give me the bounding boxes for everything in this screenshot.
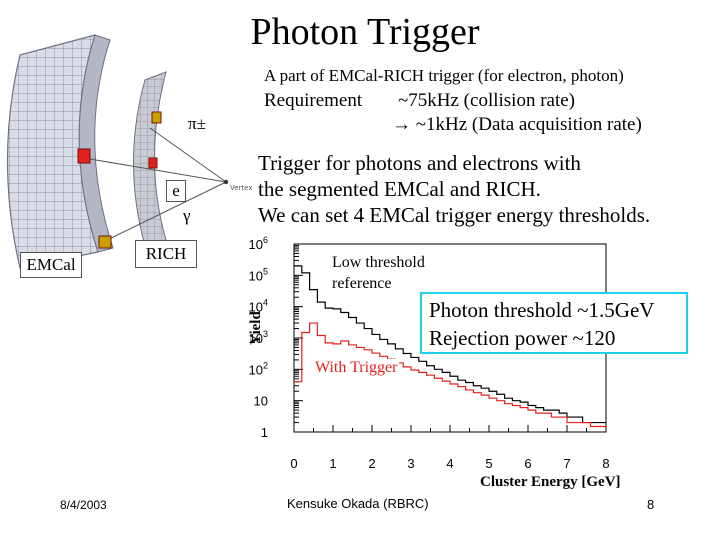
gamma-label: γ [183,206,191,225]
pion-track [149,127,227,183]
low-threshold-line1: Low threshold [332,254,425,271]
x-tick-label: 0 [290,456,297,471]
y-tick-label: 106 [249,235,268,252]
emcal-wall-side [78,34,114,253]
pion-label: π± [188,114,206,133]
photon-threshold-callout: Photon threshold ~1.5GeV Rejection power… [420,292,688,354]
low-threshold-annotation: Low threshold reference [330,252,427,294]
y-tick-label: 10 [254,394,268,409]
electron-emcal-hit [77,148,91,164]
vertex-label: Vertex [230,184,253,192]
detector-diagram: Vertex π± e γ EMCal RICH [0,30,260,350]
x-axis-title: Cluster Energy [GeV] [480,474,621,490]
photon-emcal-hit [98,235,112,249]
requirement-value: ~75kHz (collision rate) [398,90,576,111]
slide-title: Photon Trigger [250,11,480,53]
x-tick-label: 2 [368,456,375,471]
callout-line2: Rejection power ~120 [429,326,616,350]
description-line: the segmented EMCal and RICH. [258,177,541,201]
y-tick-label: 105 [249,266,268,283]
trigger-description: Trigger for photons and electrons with t… [258,150,650,228]
x-tick-label: 7 [563,456,570,471]
callout-line1: Photon threshold ~1.5GeV [429,298,655,322]
footer-date: 8/4/2003 [60,498,107,512]
pion-rich-hit [151,111,162,124]
electron-label: e [166,180,186,202]
emcal-label: EMCal [20,252,82,278]
photon-track [104,181,227,242]
x-tick-label: 1 [329,456,336,471]
y-tick-label: 102 [249,360,268,377]
x-tick-label: 3 [407,456,414,471]
with-trigger-annotation: With Trigger [313,359,400,377]
x-tick-label: 5 [485,456,492,471]
vertex-point [223,179,229,185]
description-line: Trigger for photons and electrons with [258,151,581,175]
requirement-label: Requirement [264,90,363,111]
requirement-line: Requirement ~75kHz (collision rate) [264,90,575,112]
x-tick-label: 8 [602,456,609,471]
description-line: We can set 4 EMCal trigger energy thresh… [258,203,651,227]
requirement-arrow-line: → ~1kHz (Data acquisition rate) [392,114,642,135]
electron-track [83,157,227,183]
subtitle-trigger-scope: A part of EMCal-RICH trigger (for electr… [264,66,624,85]
trigger-series-line [294,322,606,428]
electron-rich-hit [148,157,158,169]
footer-author: Kensuke Okada (RBRC) [287,496,429,511]
detector-graphic: Vertex [6,34,253,269]
reference-series-line [294,265,606,424]
x-tick-label: 4 [446,456,453,471]
x-tick-label: 6 [524,456,531,471]
low-threshold-line2: reference [332,275,392,292]
footer-page-number: 8 [647,497,655,512]
rich-label: RICH [135,240,197,268]
y-tick-label: 1 [261,425,268,440]
cluster-energy-chart: 0 1 2 3 4 5 6 7 8 1 10 102 103 104 105 106 Yield [240,232,610,472]
y-axis-title: Yield [248,311,264,345]
